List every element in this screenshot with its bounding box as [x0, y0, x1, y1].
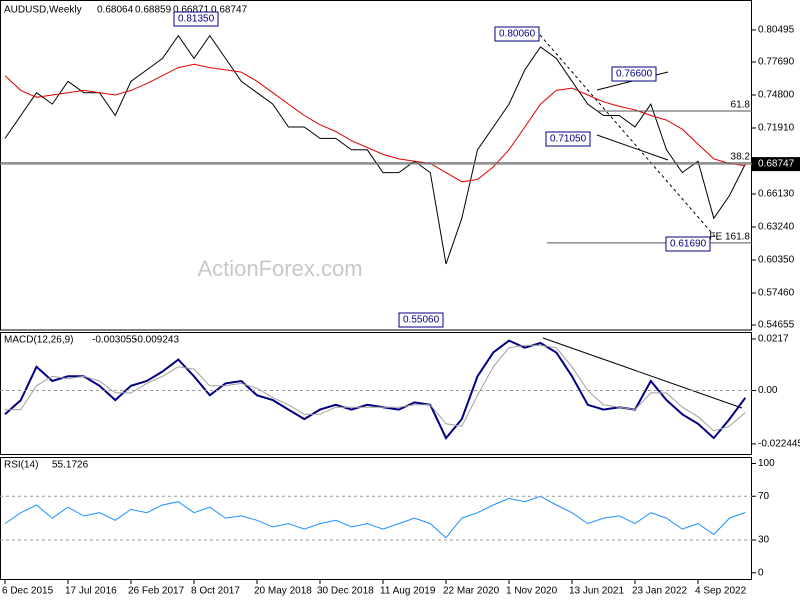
ohlc-value: 0.68064 [97, 5, 134, 16]
fib-label: 61.8 [731, 100, 751, 111]
annotation-box [398, 312, 444, 328]
rsi-title: RSI(14) [4, 460, 38, 471]
x-tick-label: 23 Jan 2022 [632, 586, 687, 597]
x-tick-label: 17 Jul 2016 [65, 586, 117, 597]
annotation-label: 0.71050 [550, 134, 587, 145]
annotation-box [494, 26, 540, 42]
macd-current: -0.009243 [134, 335, 179, 346]
x-tick-label: 8 Oct 2017 [191, 586, 240, 597]
x-tick-label: 1 Nov 2020 [506, 586, 558, 597]
macd-title: MACD(12,26,9) [4, 335, 73, 346]
series-line [4, 495, 746, 539]
series-line [4, 63, 746, 183]
x-tick-label: 4 Sep 2022 [695, 586, 747, 597]
annotation-label: 0.81350 [178, 14, 215, 25]
symbol: AUDUSD,Weekly [4, 5, 82, 16]
y-tick-label: 0.74800 [758, 90, 795, 101]
y-tick-label: 0.60350 [758, 255, 795, 266]
fib-label: FE 161.8 [709, 232, 750, 243]
x-tick-label: 6 Dec 2015 [2, 586, 54, 597]
macd-panel [0, 332, 752, 455]
x-tick-label: 20 May 2018 [254, 586, 312, 597]
y-tick-label: 0.54655 [758, 320, 795, 331]
channel-line [596, 134, 669, 161]
ohlc-value: 0.68747 [211, 5, 248, 16]
annotation-box [173, 11, 219, 27]
watermark: ActionForex.com [197, 256, 362, 281]
y-tick-label: 70 [758, 491, 770, 502]
y-tick-label: 30 [758, 535, 770, 546]
annotation-box [611, 66, 657, 82]
y-tick-label: 0.63240 [758, 222, 795, 233]
y-tick-label: 0.71910 [758, 123, 795, 134]
x-tick-label: 26 Feb 2017 [128, 586, 185, 597]
y-tick-label: 0.66130 [758, 189, 795, 200]
annotation-label: 0.76600 [616, 69, 653, 80]
macd-current: -0.003055 [92, 335, 137, 346]
annotation-box [545, 131, 591, 147]
y-tick-label: -0.022445 [758, 439, 800, 450]
current-price-label: 0.68747 [758, 159, 795, 170]
y-tick-label: 0.0217 [758, 334, 789, 345]
trend-line [542, 337, 743, 409]
x-tick-label: 13 Jun 2021 [569, 586, 624, 597]
x-tick-label: 22 Mar 2020 [443, 586, 500, 597]
y-tick-label: 0.80495 [758, 25, 795, 36]
y-tick-label: 0.00 [758, 385, 778, 396]
series-line [4, 34, 746, 265]
rsi-current: 55.1726 [52, 460, 89, 471]
annotation-label: 0.61690 [670, 239, 707, 250]
y-tick-label: 0 [758, 567, 764, 578]
y-tick-label: 0.57460 [758, 288, 795, 299]
price-panel [0, 0, 752, 331]
current-price-box [752, 157, 800, 172]
ohlc-value: 0.66871 [173, 5, 210, 16]
annotation-label: 0.80060 [499, 29, 536, 40]
ohlc-value: 0.68859 [135, 5, 172, 16]
rsi-panel [0, 457, 752, 580]
y-tick-label: 0.77690 [758, 57, 795, 68]
annotation-label: 0.55060 [403, 315, 440, 326]
x-tick-label: 11 Aug 2019 [380, 586, 436, 597]
x-tick-label: 30 Dec 2018 [317, 586, 374, 597]
y-tick-label: 100 [758, 458, 775, 469]
series-line [5, 344, 746, 432]
annotation-box [665, 236, 711, 252]
fib-label: 38.2 [731, 151, 751, 162]
